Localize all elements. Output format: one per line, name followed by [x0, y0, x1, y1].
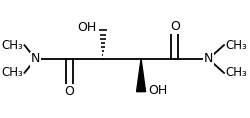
- Text: N: N: [204, 53, 213, 65]
- Polygon shape: [136, 59, 145, 92]
- Text: CH₃: CH₃: [2, 38, 23, 51]
- Text: OH: OH: [77, 21, 96, 34]
- Text: O: O: [64, 85, 74, 98]
- Text: N: N: [31, 53, 40, 65]
- Text: O: O: [170, 20, 180, 33]
- Text: CH₃: CH₃: [225, 67, 247, 80]
- Text: OH: OH: [148, 84, 167, 97]
- Text: CH₃: CH₃: [225, 38, 247, 51]
- Text: CH₃: CH₃: [2, 67, 23, 80]
